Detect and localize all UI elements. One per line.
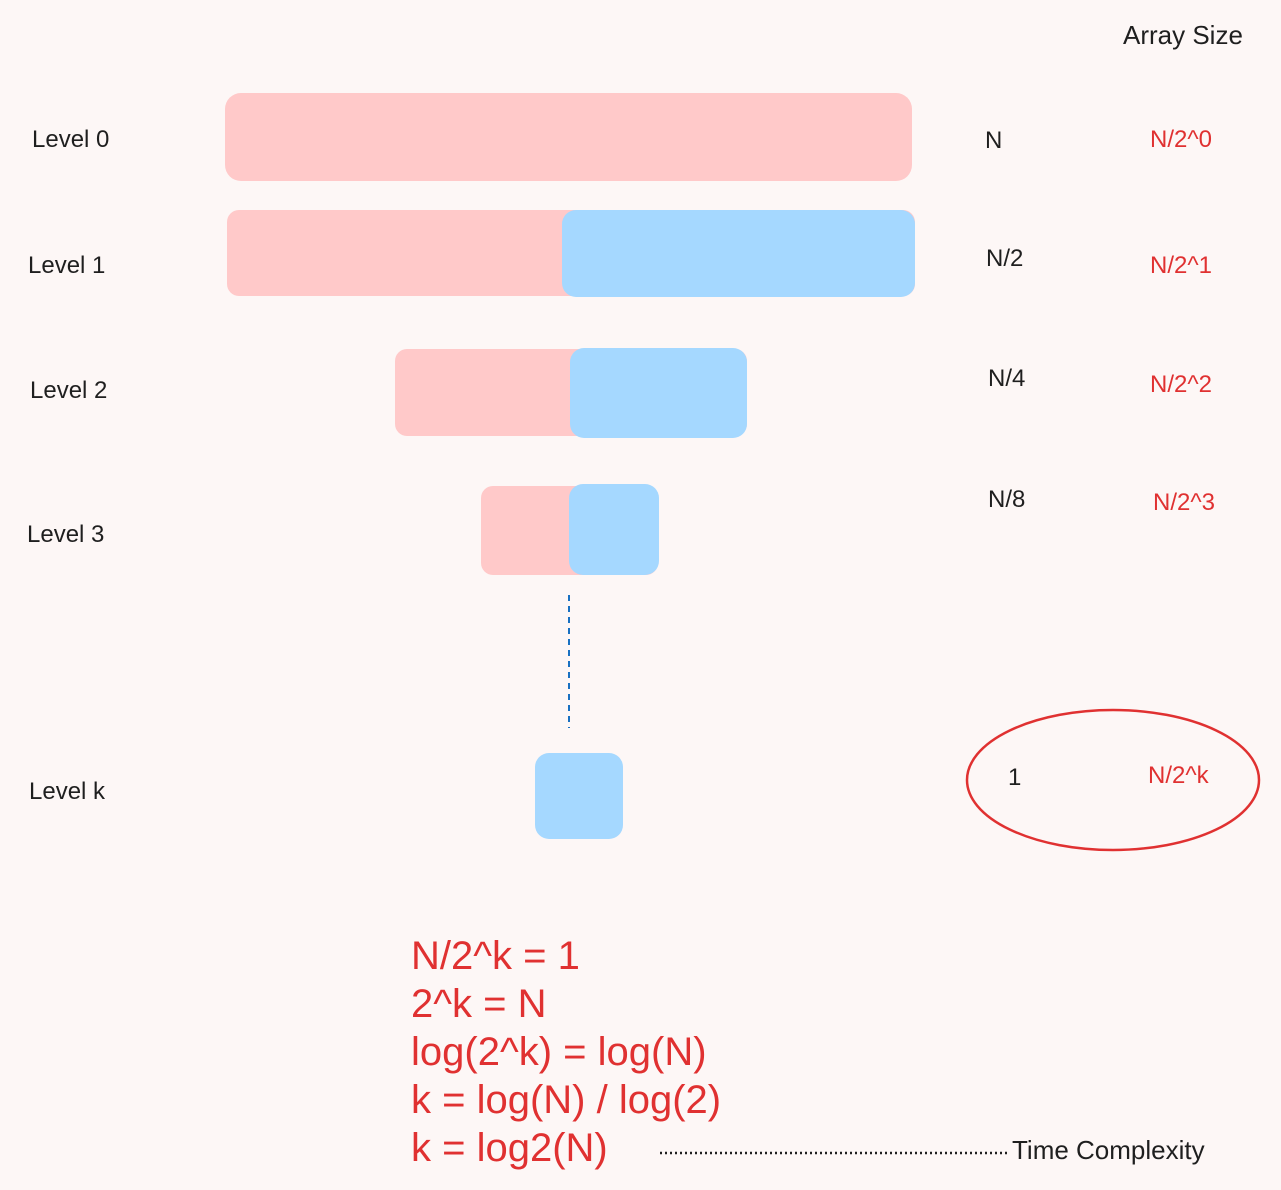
level-1-formula: N/2^1 [1150,252,1212,279]
level-k-size: 1 [1008,764,1022,791]
derivation-line-5: k = log2(N) [411,1126,608,1170]
level-2-formula: N/2^2 [1150,371,1212,398]
derivation-block: N/2^k = 1 2^k = N log(2^k) = log(N) k = … [411,932,721,1172]
level-0-label: Level 0 [32,126,110,153]
derivation-line-2: 2^k = N [411,982,547,1026]
derivation-line-4: k = log(N) / log(2) [411,1078,722,1122]
level-3-label: Level 3 [27,521,105,548]
time-complexity-label: Time Complexity [1012,1135,1205,1165]
level-2-right-half [570,348,747,438]
level-k-formula: N/2^k [1148,762,1209,789]
level-k-unit-block [535,753,623,839]
level-0-size: N [985,127,1003,154]
dotted-leader [660,1151,1010,1155]
level-3-formula: N/2^3 [1153,489,1215,516]
level-3-right-half [569,484,659,575]
level-2-label: Level 2 [30,377,108,404]
level-1-right-half [562,210,915,297]
derivation-line-3: log(2^k) = log(N) [411,1030,707,1074]
level-0-formula: N/2^0 [1150,126,1212,153]
level-0-array-bar [225,93,912,181]
derivation-line-1: N/2^k = 1 [411,934,580,978]
level-1-label: Level 1 [28,252,106,279]
highlight-ellipse [965,708,1261,852]
level-1-size: N/2 [986,245,1024,272]
level-2-size: N/4 [988,365,1026,392]
array-size-header: Array Size [1123,20,1243,50]
level-3-size: N/8 [988,486,1026,513]
dashed-connector [568,595,570,728]
level-k-label: Level k [29,778,106,805]
